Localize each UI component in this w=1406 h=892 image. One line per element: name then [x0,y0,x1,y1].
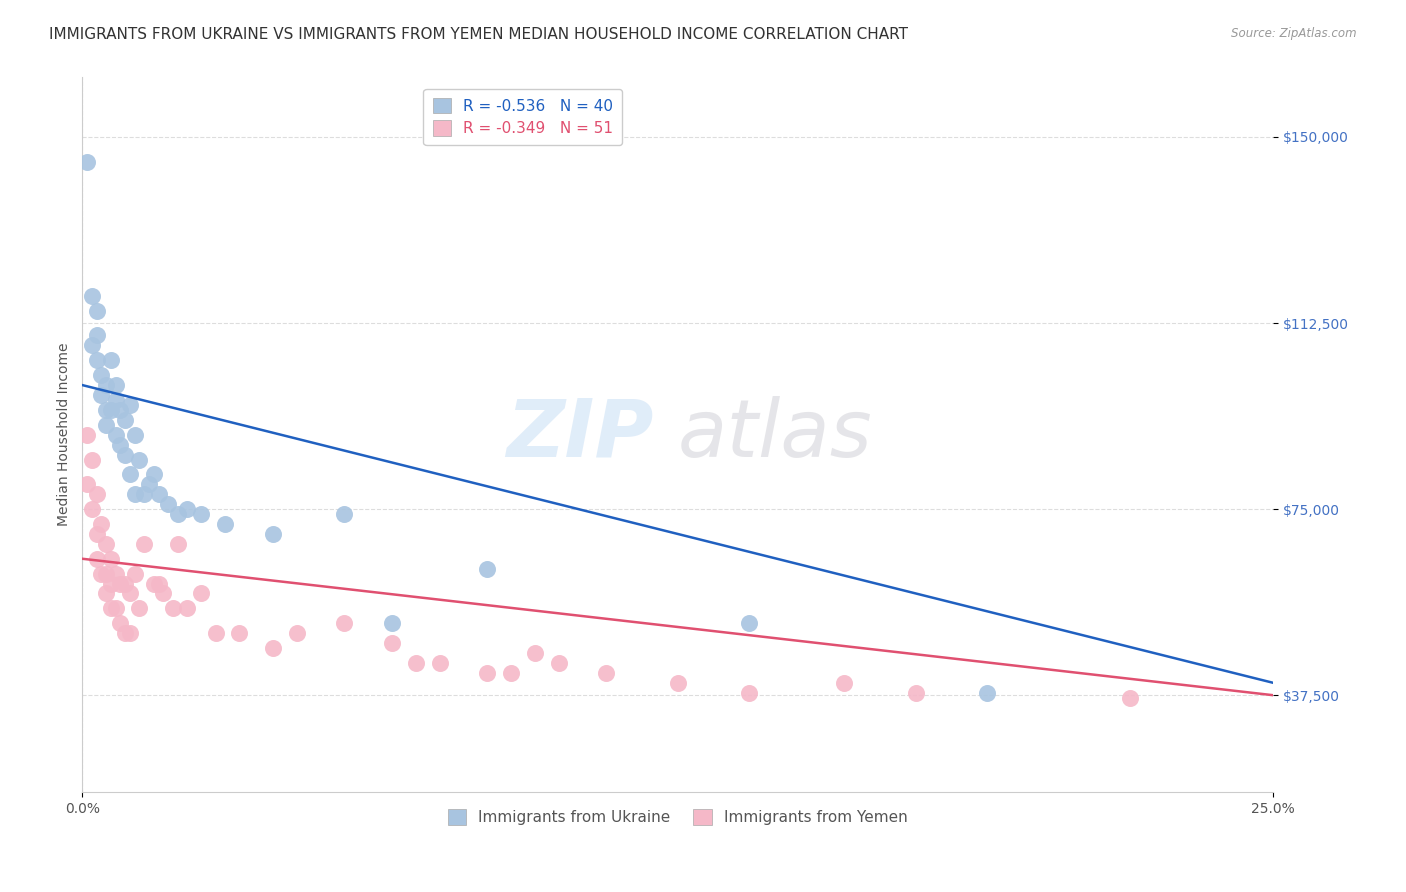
Point [976,686,998,700]
Y-axis label: Median Household Income: Median Household Income [58,343,72,526]
Point [94,537,117,551]
Point [104,392,127,407]
Point [118,626,141,640]
Point [80,502,103,516]
Point [100,576,122,591]
Text: IMMIGRANTS FROM UKRAINE VS IMMIGRANTS FROM YEMEN MEDIAN HOUSEHOLD INCOME CORRELA: IMMIGRANTS FROM UKRAINE VS IMMIGRANTS FR… [49,27,908,42]
Point [94,378,117,392]
Point [86,487,108,501]
Point [90,516,112,531]
Point [148,576,170,591]
Point [381,636,404,650]
Point [124,427,146,442]
Point [94,586,117,600]
Point [142,467,165,482]
Point [104,601,127,615]
Point [94,403,117,417]
Point [86,551,108,566]
Point [110,616,132,631]
Point [134,487,156,501]
Point [138,477,160,491]
Point [405,656,427,670]
Point [86,303,108,318]
Point [80,338,103,352]
Point [834,675,856,690]
Point [228,626,250,640]
Point [148,487,170,501]
Point [904,686,927,700]
Point [262,641,284,656]
Point [124,487,146,501]
Point [114,576,136,591]
Point [90,566,112,581]
Point [100,403,122,417]
Point [86,527,108,541]
Point [475,665,498,680]
Point [114,626,136,640]
Point [118,467,141,482]
Point [262,527,284,541]
Point [114,448,136,462]
Point [104,378,127,392]
Point [214,516,236,531]
Point [110,403,132,417]
Point [166,537,188,551]
Point [94,417,117,432]
Text: atlas: atlas [678,396,873,474]
Point [523,646,546,660]
Point [86,353,108,368]
Point [176,601,198,615]
Point [152,586,174,600]
Point [204,626,226,640]
Point [547,656,569,670]
Point [333,616,356,631]
Point [76,477,98,491]
Point [429,656,451,670]
Point [128,601,150,615]
Point [114,413,136,427]
Point [162,601,184,615]
Point [90,388,112,402]
Text: Source: ZipAtlas.com: Source: ZipAtlas.com [1232,27,1357,40]
Point [80,289,103,303]
Point [190,507,212,521]
Point [100,353,122,368]
Point [100,601,122,615]
Point [118,586,141,600]
Text: ZIP: ZIP [506,396,654,474]
Point [166,507,188,521]
Point [104,427,127,442]
Point [475,562,498,576]
Point [499,665,522,680]
Point [176,502,198,516]
Point [80,452,103,467]
Point [142,576,165,591]
Point [738,686,761,700]
Point [104,566,127,581]
Point [595,665,617,680]
Point [128,452,150,467]
Point [94,566,117,581]
Point [738,616,761,631]
Point [1119,690,1142,705]
Point [76,427,98,442]
Point [333,507,356,521]
Point [100,551,122,566]
Point [666,675,689,690]
Point [90,368,112,383]
Point [118,398,141,412]
Point [285,626,308,640]
Point [124,566,146,581]
Legend: Immigrants from Ukraine, Immigrants from Yemen: Immigrants from Ukraine, Immigrants from… [439,800,917,834]
Point [157,497,180,511]
Point [86,328,108,343]
Point [190,586,212,600]
Point [110,576,132,591]
Point [76,154,98,169]
Point [110,437,132,451]
Point [381,616,404,631]
Point [134,537,156,551]
